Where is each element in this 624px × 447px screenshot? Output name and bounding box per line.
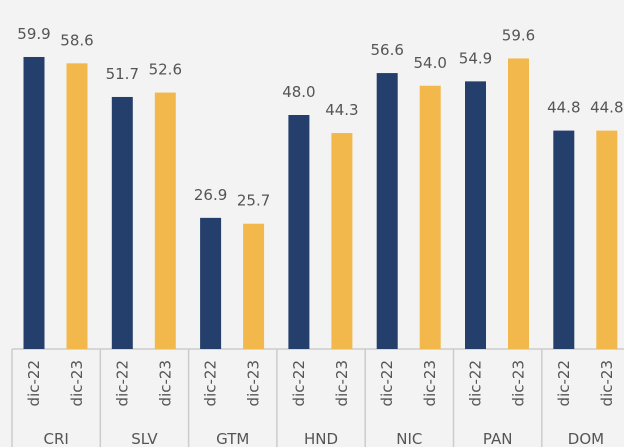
series-tick-label: dic-22: [467, 360, 485, 406]
series-tick-label: dic-23: [333, 360, 351, 406]
bar: [376, 73, 398, 349]
bar: [288, 115, 310, 349]
series-tick-label: dic-22: [378, 360, 396, 406]
group-label: DOM: [568, 430, 604, 447]
group-label: GTM: [216, 430, 249, 447]
value-label: 58.6: [60, 31, 93, 49]
series-tick-label: dic-22: [113, 360, 131, 406]
value-label: 56.6: [370, 41, 403, 59]
bar: [331, 133, 353, 349]
series-tick-label: dic-22: [25, 360, 43, 406]
series-tick-label: dic-23: [598, 360, 616, 406]
value-label: 59.6: [502, 26, 535, 44]
value-label: 44.8: [590, 99, 623, 117]
value-label: 51.7: [106, 65, 139, 83]
bar: [111, 96, 133, 350]
value-label: 25.7: [237, 192, 270, 210]
series-tick-label: dic-23: [510, 360, 528, 406]
series-tick-label: dic-22: [555, 360, 573, 406]
value-label: 26.9: [194, 186, 227, 204]
value-label: 54.9: [459, 49, 492, 67]
group-label: PAN: [483, 430, 513, 447]
value-label: 52.6: [149, 61, 182, 79]
bar: [154, 92, 176, 349]
series-tick-label: dic-23: [68, 360, 86, 406]
bar: [243, 223, 265, 349]
group-label: HND: [304, 430, 338, 447]
bar: [66, 63, 88, 349]
bar: [23, 56, 45, 350]
value-label: 59.9: [17, 25, 50, 43]
group-label: SLV: [131, 430, 158, 447]
bar: [465, 81, 486, 350]
bar: [596, 130, 618, 349]
value-label: 48.0: [282, 83, 315, 101]
series-tick-label: dic-23: [156, 360, 174, 406]
series-tick-label: dic-23: [245, 360, 263, 406]
value-label: 54.0: [413, 54, 446, 72]
series-tick-label: dic-22: [202, 360, 220, 406]
series-tick-label: dic-23: [421, 360, 439, 406]
bar: [553, 130, 575, 349]
bar: [508, 58, 529, 349]
value-label: 44.3: [325, 101, 358, 119]
bar: [419, 85, 441, 349]
bar: [200, 217, 222, 349]
value-label: 44.8: [547, 99, 580, 117]
group-label: CRI: [43, 430, 68, 447]
series-tick-label: dic-22: [290, 360, 308, 406]
group-label: NIC: [396, 430, 422, 447]
